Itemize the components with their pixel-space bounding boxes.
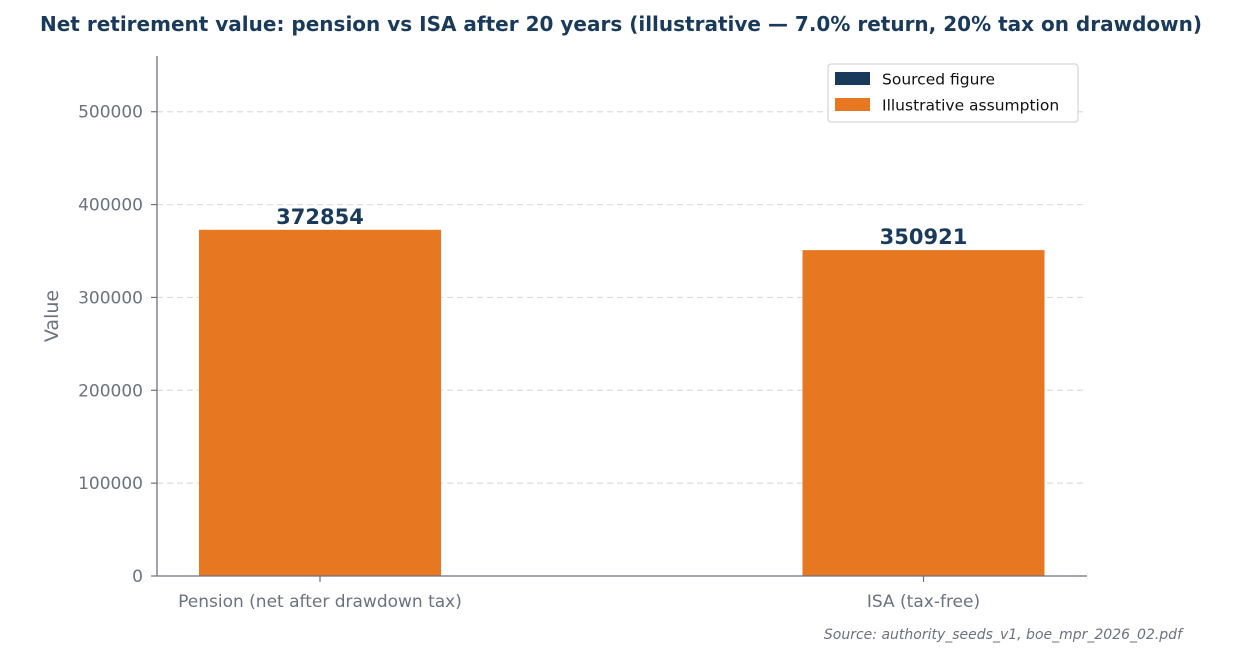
legend-swatch-sourced — [835, 72, 870, 85]
y-tick-label: 0 — [132, 567, 143, 587]
y-tick-label: 100000 — [78, 474, 143, 494]
source-note: Source: authority_seeds_v1, boe_mpr_2026… — [824, 627, 1184, 643]
legend: Sourced figure Illustrative assumption — [827, 63, 1079, 123]
legend-label-sourced: Sourced figure — [882, 71, 995, 89]
legend-label-illustrative: Illustrative assumption — [882, 97, 1059, 115]
bar-value-label: 372854 — [276, 205, 364, 229]
bars-layer — [199, 229, 1045, 577]
bar-value-label: 350921 — [880, 225, 968, 249]
legend-swatch-illustrative — [835, 98, 870, 111]
labels-layer: 0 100000 200000 300000 400000 500000 372854 Pen… — [78, 103, 980, 612]
x-tick-label: ISA (tax-free) — [867, 592, 980, 612]
bar-isa — [802, 250, 1045, 577]
y-tick-label: 300000 — [78, 288, 143, 308]
y-tick-label: 200000 — [78, 381, 143, 401]
y-tick-label: 400000 — [78, 196, 143, 216]
y-tick-label: 500000 — [78, 103, 143, 123]
y-axis-label: Value — [41, 290, 63, 342]
bar-pension — [199, 229, 441, 576]
axes-layer — [151, 56, 1087, 582]
chart-title: Net retirement value: pension vs ISA aft… — [40, 12, 1202, 36]
x-tick-label: Pension (net after drawdown tax) — [178, 592, 462, 612]
legend-box — [827, 63, 1079, 123]
